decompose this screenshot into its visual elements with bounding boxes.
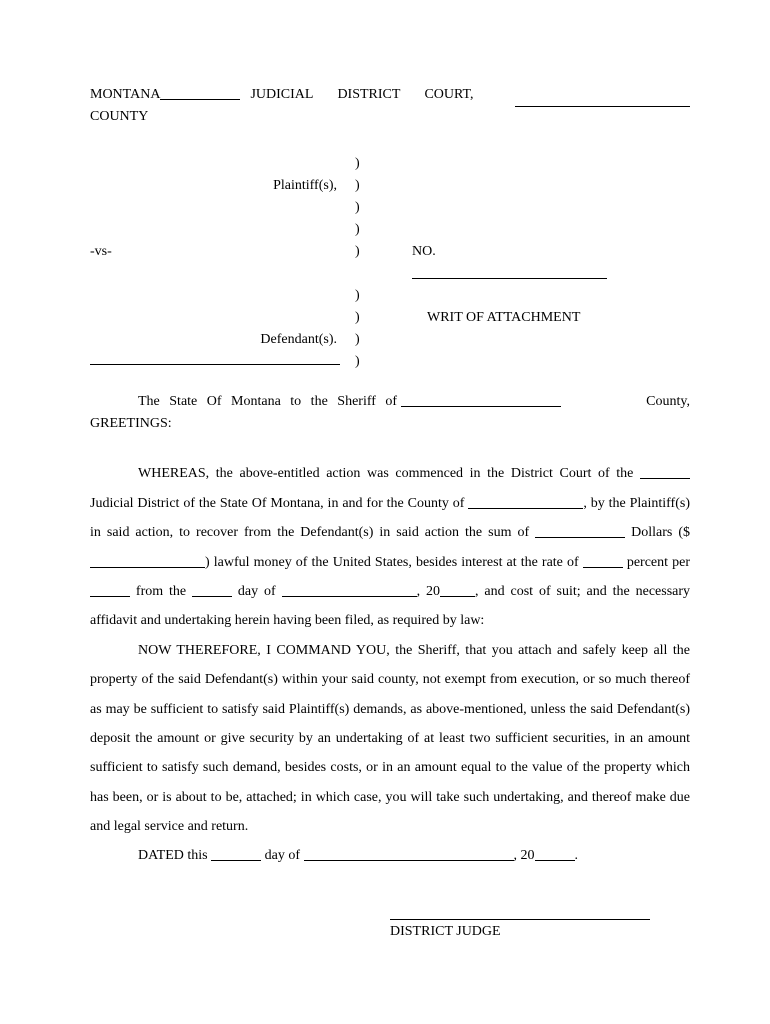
bracket: ) <box>355 220 367 240</box>
county-name-blank[interactable] <box>515 87 690 107</box>
defendant-name-blank[interactable] <box>90 364 340 365</box>
dated-pre: DATED this <box>138 848 211 863</box>
dated-period: . <box>575 848 579 863</box>
dated-day-of: day of <box>265 848 304 863</box>
county-of-blank[interactable] <box>468 508 583 509</box>
judicial-number-blank[interactable] <box>160 99 240 100</box>
bracket: ) <box>355 176 367 196</box>
whereas-year-prefix: 20 <box>426 584 440 599</box>
case-caption: ) Plaintiff(s), ) ) ) -vs- ) NO. ) <box>90 154 690 374</box>
dated-month-blank[interactable] <box>304 860 514 861</box>
whereas-day-of: day of <box>238 584 282 599</box>
whereas-percent-per: percent per <box>627 555 690 570</box>
judge-signature-line[interactable] <box>390 919 650 920</box>
judicial-word: JUDICIAL <box>250 85 313 105</box>
whereas-lead: WHEREAS, the above-entitled action was c… <box>138 466 640 481</box>
therefore-paragraph: NOW THEREFORE, I COMMAND YOU, the Sherif… <box>90 636 690 842</box>
defendants-label: Defendant(s). <box>90 330 355 350</box>
rate-blank[interactable] <box>583 567 623 568</box>
doc-title: WRIT OF ATTACHMENT <box>427 310 580 325</box>
court-word: COURT, <box>424 85 473 105</box>
bracket: ) <box>355 242 367 262</box>
dollars-words-blank[interactable] <box>535 537 625 538</box>
case-no-label: NO. <box>412 244 436 259</box>
whereas-dollars-post: ) lawful money of the United States, bes… <box>205 555 583 570</box>
judge-signature-block: DISTRICT JUDGE <box>390 919 690 942</box>
bracket: ) <box>355 286 367 306</box>
state-label: MONTANA <box>90 85 160 105</box>
vs-label: -vs- <box>90 244 112 259</box>
court-header-line1: MONTANA JUDICIAL DISTRICT COURT, <box>90 85 690 105</box>
greetings-label: GREETINGS: <box>90 414 690 434</box>
plaintiffs-label: Plaintiff(s), <box>90 176 355 196</box>
whereas-paragraph: WHEREAS, the above-entitled action was c… <box>90 459 690 635</box>
judicial-district-blank[interactable] <box>640 478 690 479</box>
bracket: ) <box>355 330 367 350</box>
case-no-blank[interactable] <box>412 278 607 279</box>
dollars-amount-blank[interactable] <box>90 567 205 568</box>
year-blank[interactable] <box>440 596 475 597</box>
period-blank[interactable] <box>90 596 130 597</box>
dated-year-blank[interactable] <box>535 860 575 861</box>
dated-year-prefix: , 20 <box>514 848 535 863</box>
month-blank[interactable] <box>282 596 417 597</box>
whereas-from-the: from the <box>136 584 192 599</box>
whereas-dollars-pre: Dollars ($ <box>631 525 690 540</box>
bracket: ) <box>355 308 367 328</box>
dated-day-blank[interactable] <box>211 860 261 861</box>
whereas-jd: Judicial District of the State Of Montan… <box>90 496 468 511</box>
bracket: ) <box>355 154 367 174</box>
bracket: ) <box>355 198 367 218</box>
sheriff-county-blank[interactable] <box>401 406 561 407</box>
dated-line: DATED this day of , 20. <box>90 841 690 870</box>
district-word: DISTRICT <box>337 85 400 105</box>
judge-label: DISTRICT JUDGE <box>390 922 690 942</box>
day-blank[interactable] <box>192 596 232 597</box>
sheriff-post: County, <box>598 392 690 412</box>
sheriff-pre: The State Of Montana to the Sheriff of <box>138 394 397 409</box>
bracket: ) <box>355 352 367 372</box>
sheriff-greeting: The State Of Montana to the Sheriff of C… <box>90 392 690 412</box>
county-label: COUNTY <box>90 107 690 127</box>
